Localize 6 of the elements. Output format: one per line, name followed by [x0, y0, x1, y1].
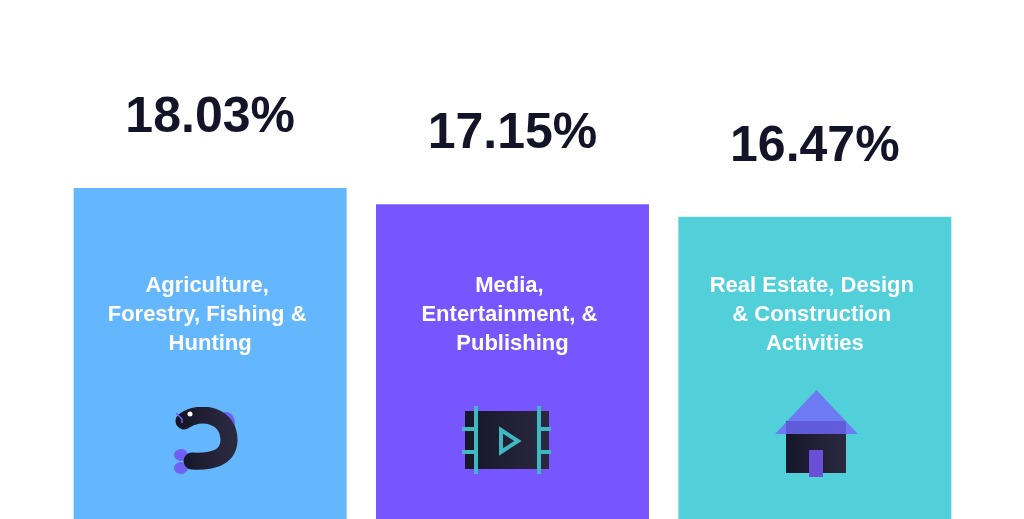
x-tick-label: Media, Entertainment, & Publishing [421, 272, 604, 355]
data-label: 16.47% [730, 115, 900, 172]
x-tick-label: Real Estate, Design & Construction Activities [709, 272, 920, 355]
data-label: 17.15% [427, 103, 598, 160]
x-tick-label: Agriculture, Forestry, Fishing & Hunting [107, 272, 313, 355]
data-label: 18.03% [125, 87, 295, 143]
